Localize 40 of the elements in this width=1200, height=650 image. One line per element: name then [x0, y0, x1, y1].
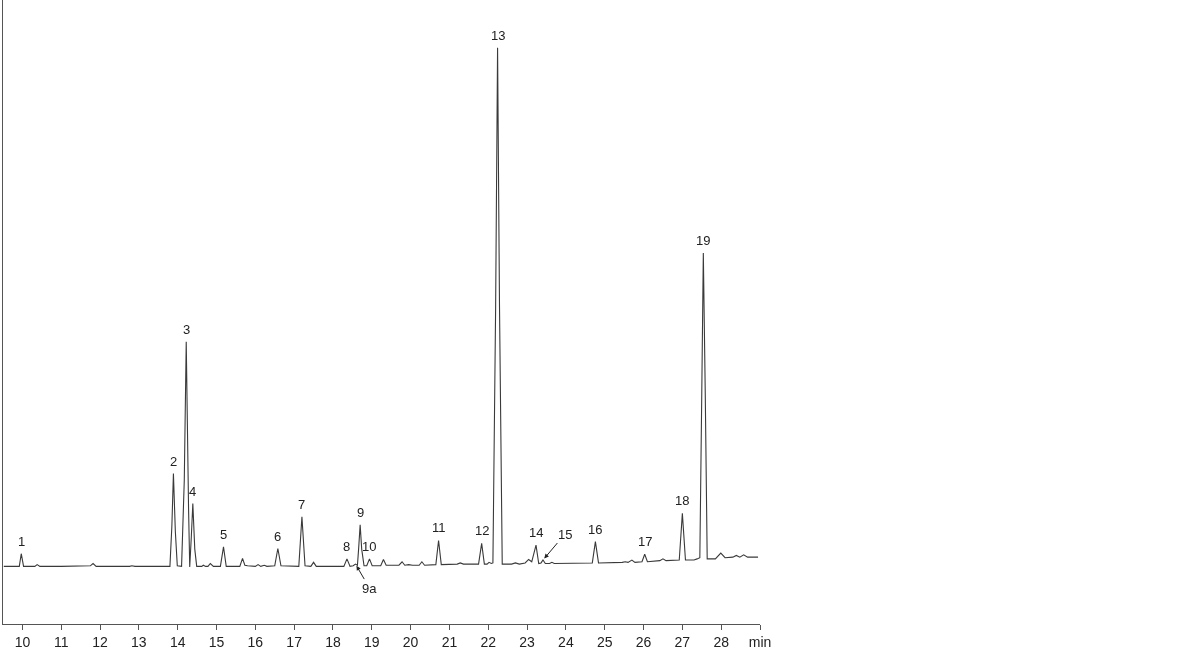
annotation: 19 [696, 233, 711, 248]
x-tick-label: 13 [131, 633, 147, 650]
annotation: 8 [343, 539, 351, 554]
annotation: 9a [362, 581, 378, 596]
x-tick-label: 25 [596, 633, 613, 650]
annotation: 4 [189, 484, 197, 499]
x-tick-label: 20 [402, 633, 419, 650]
annotation: 13 [491, 28, 506, 43]
x-tick-label: 28 [713, 633, 730, 650]
annotation: 17 [638, 534, 653, 549]
annotation: 6 [274, 529, 282, 544]
x-tick-label: 23 [519, 633, 536, 650]
annotation: 16 [588, 522, 603, 537]
x-tick-label: 14 [169, 633, 186, 650]
x-tick-label: 15 [208, 633, 225, 650]
annotation: 3 [183, 322, 191, 337]
annotation: 15 [558, 527, 573, 542]
x-tick-label: 24 [558, 633, 574, 650]
x-tick-label: 12 [92, 633, 109, 650]
annotation: 10 [362, 539, 377, 554]
annotation: 1 [18, 534, 26, 549]
x-tick-label: 22 [480, 633, 497, 650]
annotation: 7 [298, 497, 306, 512]
x-tick-label: 18 [325, 633, 341, 650]
annotation: 12 [475, 523, 490, 538]
x-tick-label: 16 [247, 633, 264, 650]
annotation: 5 [220, 527, 228, 542]
x-tick-label: 11 [53, 633, 69, 650]
annotation: 14 [529, 525, 544, 540]
x-tick-label: min [748, 633, 772, 650]
annotation: 9 [357, 505, 365, 520]
x-tick-label: 21 [441, 633, 458, 650]
x-tick-label: 27 [674, 633, 691, 650]
x-tick-label: 26 [635, 633, 652, 650]
annotation: 11 [432, 520, 446, 535]
x-tick-label: 17 [286, 633, 303, 650]
x-tick-label: 19 [364, 633, 380, 650]
annotation: 18 [675, 493, 690, 508]
x-tick-label: 10 [14, 633, 31, 650]
annotation: 2 [170, 454, 178, 469]
